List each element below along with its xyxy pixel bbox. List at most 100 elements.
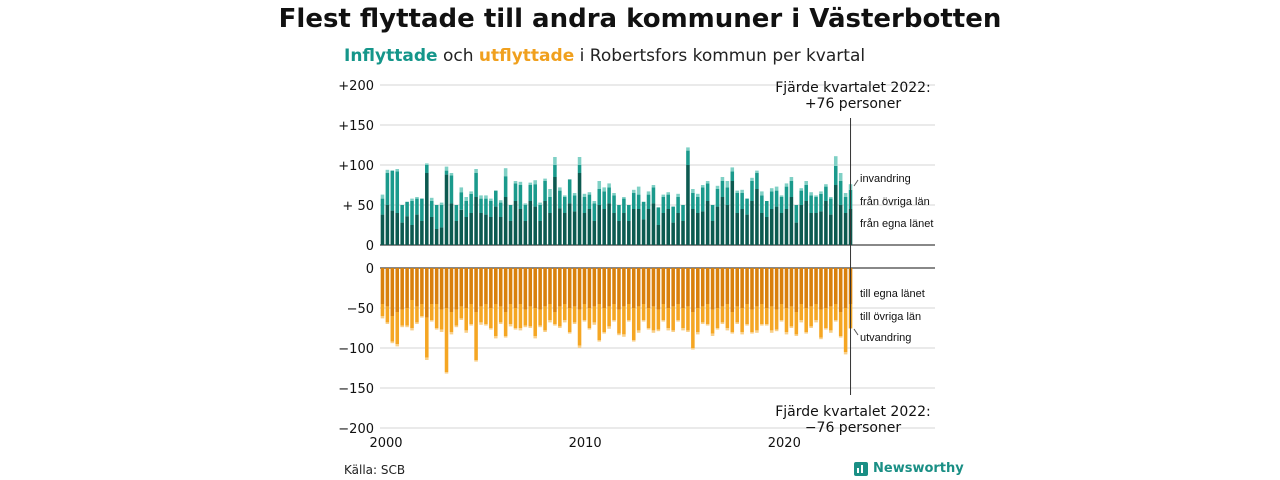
bar-inflow-immigration	[538, 202, 542, 205]
bar-outflow-emigration	[745, 324, 749, 326]
bar-inflow-immigration	[553, 157, 557, 165]
chart-subtitle: Inflyttade och utflyttade i Robertsfors …	[344, 46, 865, 66]
bar-outflow-own-county	[528, 268, 533, 307]
bar-inflow-immigration	[661, 194, 666, 197]
bar-outflow-emigration	[765, 324, 769, 326]
bar-inflow-other-county	[405, 201, 409, 217]
bar-outflow-own-county	[651, 268, 656, 307]
bar-inflow-immigration	[715, 185, 720, 189]
annotation-bottom-line1: Fjärde kvartalet 2022:	[775, 404, 931, 420]
bar-outflow-other-county	[439, 309, 444, 330]
bar-inflow-immigration	[819, 191, 823, 194]
bar-outflow-own-county	[503, 268, 508, 312]
bar-inflow-own-county	[425, 173, 429, 245]
series-label-outflow: till egna länet	[860, 288, 925, 300]
bar-outflow-own-county	[538, 268, 542, 310]
bar-inflow-own-county	[750, 201, 754, 245]
bar-outflow-emigration	[843, 352, 848, 355]
bar-outflow-own-county	[750, 268, 754, 310]
series-label-outflow: till övriga län	[860, 311, 921, 323]
bar-outflow-other-county	[700, 306, 705, 323]
bar-outflow-own-county	[641, 268, 646, 304]
bar-outflow-own-county	[508, 268, 513, 304]
bar-outflow-own-county	[592, 268, 597, 307]
bar-inflow-own-county	[730, 181, 735, 245]
newsworthy-logo-icon	[854, 461, 868, 476]
annotation-top-line2: +76 personer	[805, 96, 902, 112]
subtitle-rest: i Robertsfors kommun per kvartal	[574, 46, 866, 66]
bar-inflow-immigration	[789, 177, 794, 181]
brand-name: Newsworthy	[873, 461, 964, 476]
bar-outflow-other-county	[558, 306, 562, 327]
bar-outflow-emigration	[735, 322, 739, 324]
bar-inflow-other-county	[804, 185, 808, 201]
bar-outflow-emigration	[833, 320, 838, 322]
bar-outflow-emigration	[725, 328, 730, 331]
bar-outflow-other-county	[429, 304, 434, 320]
series-label-inflow: från egna länet	[860, 218, 933, 230]
bar-inflow-other-county	[769, 191, 774, 209]
bar-outflow-own-county	[410, 268, 414, 300]
bar-inflow-own-county	[494, 206, 498, 245]
bar-inflow-own-county	[454, 221, 459, 245]
bar-outflow-own-county	[572, 268, 577, 307]
bar-outflow-own-county	[735, 268, 739, 307]
bar-outflow-own-county	[553, 268, 557, 312]
bar-inflow-immigration	[385, 169, 390, 173]
bar-inflow-own-county	[572, 211, 577, 245]
bar-outflow-other-county	[710, 309, 715, 334]
bar-inflow-own-county	[765, 217, 769, 245]
bar-inflow-immigration	[740, 189, 744, 193]
x-tick-label: 2020	[768, 436, 801, 451]
bar-inflow-own-county	[646, 209, 651, 245]
bar-outflow-emigration	[395, 344, 400, 347]
bar-inflow-immigration	[459, 187, 464, 193]
bar-inflow-own-county	[745, 214, 749, 245]
bar-outflow-own-county	[661, 268, 666, 304]
bar-outflow-emigration	[824, 328, 828, 330]
bar-inflow-other-county	[779, 197, 784, 213]
bar-inflow-other-county	[824, 186, 828, 201]
bar-inflow-other-county	[415, 198, 419, 215]
bar-outflow-other-county	[425, 317, 429, 358]
bar-inflow-own-county	[607, 203, 611, 245]
bar-outflow-own-county	[489, 268, 493, 308]
bar-outflow-emigration	[567, 332, 572, 334]
bar-outflow-own-county	[755, 268, 759, 307]
bar-inflow-immigration	[700, 185, 705, 188]
bar-inflow-immigration	[562, 195, 567, 197]
bar-outflow-other-county	[838, 312, 843, 336]
bar-inflow-other-county	[829, 198, 833, 215]
bar-outflow-own-county	[814, 268, 818, 304]
bar-inflow-own-county	[415, 214, 419, 245]
bar-inflow-immigration	[760, 191, 764, 196]
bar-outflow-own-county	[745, 268, 749, 304]
bar-inflow-own-county	[562, 213, 567, 245]
bar-outflow-emigration	[636, 330, 641, 333]
bar-inflow-immigration	[425, 163, 429, 165]
bar-outflow-emigration	[562, 320, 567, 323]
bar-outflow-other-county	[405, 308, 409, 326]
bar-outflow-own-county	[636, 268, 641, 307]
bar-outflow-other-county	[582, 304, 587, 320]
bar-outflow-other-county	[651, 306, 656, 331]
bar-outflow-other-county	[380, 304, 385, 316]
bar-inflow-other-county	[434, 205, 439, 229]
y-tick-label-bottom: −150	[338, 382, 374, 397]
bar-inflow-own-county	[720, 197, 725, 245]
bar-inflow-immigration	[592, 201, 597, 204]
bar-outflow-own-county	[631, 268, 636, 308]
bar-inflow-immigration	[597, 181, 602, 189]
bar-outflow-own-county	[558, 268, 562, 307]
bar-outflow-emigration	[577, 345, 582, 348]
bar-inflow-own-county	[498, 217, 503, 245]
bar-inflow-other-county	[700, 187, 705, 212]
bar-inflow-other-county	[666, 194, 671, 209]
bar-outflow-emigration	[410, 328, 414, 331]
bar-inflow-immigration	[730, 167, 735, 172]
bar-outflow-emigration	[661, 320, 666, 322]
bar-inflow-own-county	[691, 209, 695, 245]
bar-outflow-other-county	[464, 308, 468, 331]
bar-inflow-other-county	[528, 185, 533, 201]
bar-outflow-emigration	[459, 318, 464, 320]
